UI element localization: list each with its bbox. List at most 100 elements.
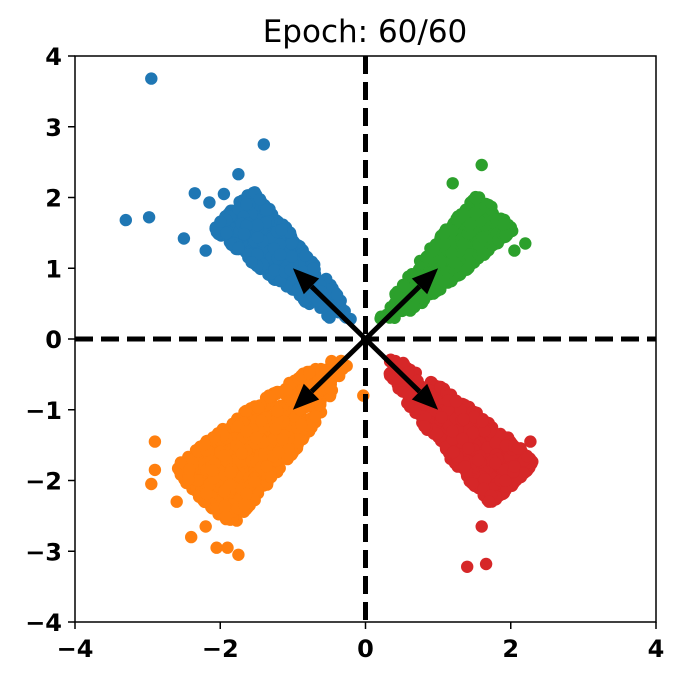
arrow-shaft bbox=[363, 284, 422, 341]
data-point bbox=[462, 442, 475, 455]
data-point bbox=[330, 288, 344, 302]
data-point bbox=[253, 193, 267, 206]
data-point bbox=[252, 401, 265, 414]
data-point bbox=[276, 433, 289, 446]
data-point bbox=[185, 530, 198, 544]
y-tick-label: 3 bbox=[45, 114, 62, 142]
data-point bbox=[324, 382, 337, 395]
data-point bbox=[475, 158, 488, 172]
series-3 bbox=[383, 353, 539, 573]
y-axis-ticks: −4 −3 −2 −1 0 1 2 3 4 bbox=[25, 43, 75, 637]
data-point bbox=[418, 420, 431, 433]
data-point bbox=[425, 245, 439, 258]
data-point bbox=[248, 475, 261, 488]
data-point bbox=[232, 168, 245, 181]
data-point bbox=[303, 365, 316, 379]
data-point bbox=[219, 510, 233, 523]
data-point bbox=[445, 246, 458, 259]
data-point bbox=[264, 470, 278, 484]
data-point bbox=[285, 250, 298, 263]
data-point bbox=[198, 438, 211, 451]
data-point bbox=[457, 238, 470, 251]
data-point bbox=[469, 192, 483, 205]
data-point bbox=[309, 410, 322, 423]
data-point bbox=[218, 485, 231, 498]
data-point bbox=[274, 274, 287, 288]
data-point bbox=[281, 452, 294, 466]
data-point bbox=[200, 487, 213, 500]
series-0 bbox=[119, 72, 357, 326]
data-point bbox=[430, 427, 444, 440]
data-point bbox=[263, 390, 277, 404]
data-point bbox=[188, 187, 201, 200]
direction-arrow bbox=[292, 268, 368, 341]
data-point bbox=[456, 432, 469, 446]
y-tick-label: −4 bbox=[25, 609, 62, 637]
y-tick-label: 0 bbox=[45, 326, 62, 354]
x-tick-label: −4 bbox=[57, 635, 94, 663]
chart-title: Epoch: 60/60 bbox=[263, 14, 468, 50]
data-point bbox=[307, 262, 320, 275]
data-point bbox=[524, 435, 537, 448]
arrow-shaft bbox=[309, 337, 368, 394]
data-point bbox=[466, 477, 479, 490]
data-point bbox=[448, 256, 461, 269]
data-point bbox=[469, 207, 482, 220]
data-point bbox=[221, 541, 234, 554]
y-tick-label: 2 bbox=[45, 185, 62, 213]
direction-arrow bbox=[363, 337, 439, 410]
data-point bbox=[511, 442, 525, 455]
data-point bbox=[191, 474, 204, 487]
data-point bbox=[464, 217, 477, 231]
data-point bbox=[177, 232, 191, 245]
y-tick-label: −2 bbox=[25, 468, 62, 496]
data-point bbox=[260, 203, 273, 216]
scatter-points bbox=[119, 72, 539, 573]
data-point bbox=[478, 424, 491, 438]
data-point bbox=[217, 187, 231, 201]
x-tick-label: 4 bbox=[648, 635, 665, 663]
data-point bbox=[257, 138, 270, 151]
data-point bbox=[437, 275, 450, 288]
data-point bbox=[182, 473, 195, 486]
data-point bbox=[199, 520, 212, 533]
data-point bbox=[497, 218, 510, 231]
data-point bbox=[508, 460, 521, 473]
data-point bbox=[461, 560, 474, 573]
data-point bbox=[397, 356, 410, 370]
data-point bbox=[476, 415, 489, 428]
data-point bbox=[299, 249, 312, 262]
arrow-head bbox=[411, 268, 439, 295]
data-point bbox=[508, 244, 521, 257]
y-tick-label: −3 bbox=[25, 538, 62, 566]
arrow-head bbox=[292, 268, 320, 295]
data-point bbox=[475, 520, 488, 533]
data-point bbox=[232, 548, 245, 561]
data-point bbox=[449, 395, 463, 408]
data-point bbox=[282, 442, 295, 455]
data-point bbox=[183, 463, 196, 476]
data-point bbox=[148, 463, 162, 477]
data-point bbox=[476, 231, 490, 244]
arrow-head bbox=[411, 383, 439, 410]
data-point bbox=[275, 223, 288, 236]
data-point bbox=[260, 460, 273, 473]
series-1 bbox=[374, 158, 532, 325]
data-point bbox=[199, 244, 212, 257]
data-point bbox=[145, 72, 158, 85]
data-point bbox=[224, 466, 237, 479]
data-point bbox=[458, 460, 471, 473]
data-point bbox=[220, 226, 233, 240]
y-tick-label: −1 bbox=[25, 397, 62, 425]
data-point bbox=[249, 431, 263, 445]
data-point bbox=[145, 477, 158, 491]
data-point bbox=[457, 413, 470, 426]
data-point bbox=[208, 430, 221, 443]
x-tick-label: 2 bbox=[502, 635, 519, 663]
data-point bbox=[237, 227, 251, 241]
data-point bbox=[498, 474, 512, 487]
x-tick-label: −2 bbox=[202, 635, 239, 663]
data-point bbox=[251, 218, 264, 232]
data-point bbox=[240, 487, 253, 501]
